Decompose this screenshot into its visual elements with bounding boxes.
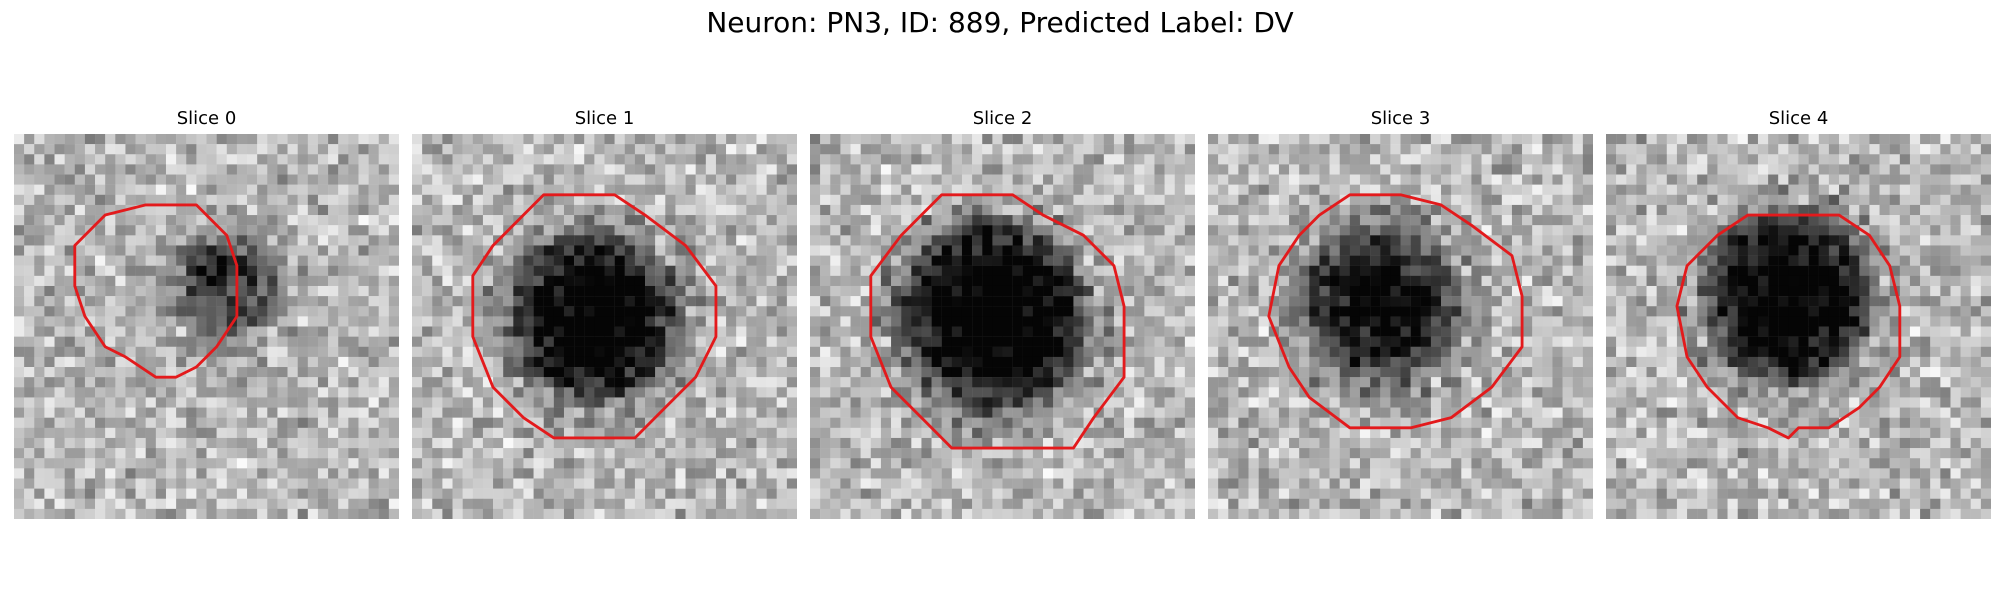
slice-title-4: Slice 4 bbox=[1768, 108, 1829, 129]
slice-title-2: Slice 2 bbox=[972, 108, 1033, 129]
slice-title-3: Slice 3 bbox=[1370, 108, 1431, 129]
figure-title: Neuron: PN3, ID: 889, Predicted Label: D… bbox=[706, 6, 1294, 39]
slice-title-0: Slice 0 bbox=[176, 108, 237, 129]
slice-image-4 bbox=[1606, 134, 1991, 519]
slice-image-3 bbox=[1208, 134, 1593, 519]
slice-image-1 bbox=[412, 134, 797, 519]
segmentation-contour-4 bbox=[1675, 213, 1902, 440]
segmentation-contour-2 bbox=[869, 193, 1126, 450]
slice-image-2 bbox=[810, 134, 1195, 519]
segmentation-contour-0 bbox=[73, 203, 239, 379]
segmentation-contour-3 bbox=[1267, 193, 1524, 430]
segmentation-contour-1 bbox=[471, 193, 718, 440]
slice-title-1: Slice 1 bbox=[574, 108, 635, 129]
slice-image-0 bbox=[14, 134, 399, 519]
